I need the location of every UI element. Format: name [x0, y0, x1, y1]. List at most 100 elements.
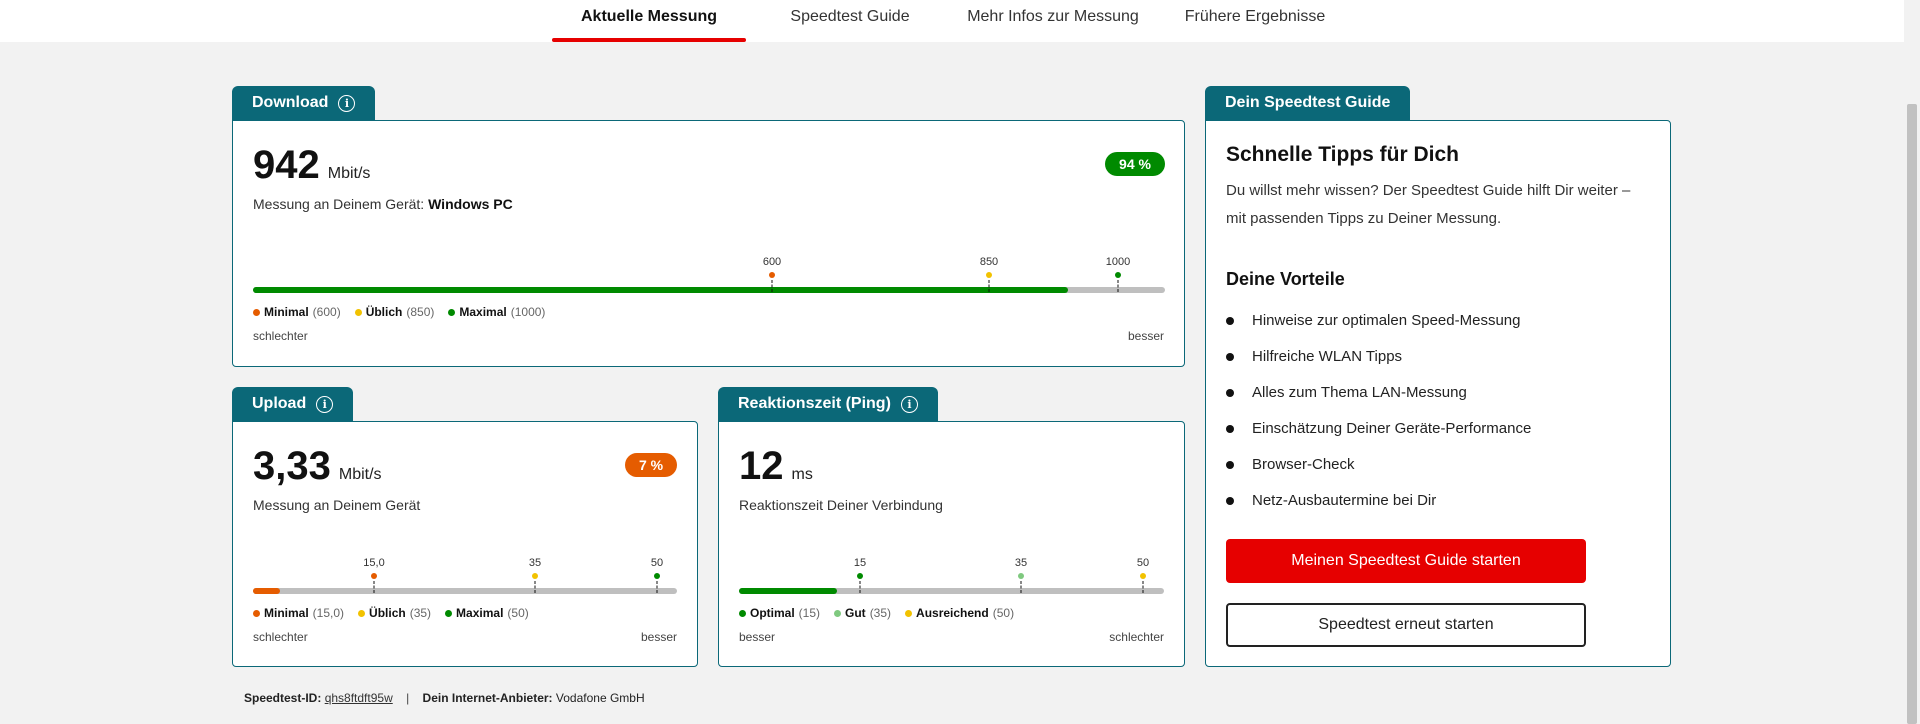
legend-item: Minimal (15,0) [253, 606, 344, 620]
ping-title: Reaktionszeit (Ping) [738, 395, 891, 412]
ping-scale-left: besser [739, 630, 776, 644]
benefit-item: Hinweise zur optimalen Speed-Messung [1226, 312, 1520, 329]
download-tick-marker [988, 280, 990, 292]
download-tick-dot [769, 272, 775, 278]
upload-tick-marker [373, 581, 375, 593]
info-icon[interactable]: i [316, 395, 334, 413]
legend-dot [739, 609, 746, 617]
download-tick-dot [986, 272, 992, 278]
download-tick-marker [1117, 280, 1119, 292]
info-icon[interactable]: i [338, 94, 356, 112]
benefit-item: Hilfreiche WLAN Tipps [1226, 348, 1402, 365]
legend-item: Maximal (1000) [448, 305, 545, 319]
download-tick-marker [771, 280, 773, 292]
provider-value: Vodafone GmbH [555, 691, 645, 705]
bullet-icon [1226, 352, 1234, 361]
download-card-tab: Download i [232, 86, 376, 120]
legend-dot [448, 308, 456, 316]
ping-scale-right: schlechter [1109, 630, 1164, 644]
guide-text-line: Du willst mehr wissen? Der Speedtest Gui… [1226, 182, 1631, 199]
guide-text-line: mit passenden Tipps zu Deiner Messung. [1226, 210, 1502, 227]
download-subtitle-prefix: Messung an Deinem Gerät: [253, 196, 425, 212]
download-percent-badge: 94 % [1105, 152, 1165, 176]
tab-fruehere-ergebnisse[interactable]: Frühere Ergebnisse [1184, 8, 1326, 25]
legend-dot [253, 609, 260, 617]
legend-dot [358, 609, 366, 617]
ping-legend: Optimal (15) Gut (35) Ausreichend (50) [739, 606, 1014, 620]
bullet-icon [1226, 388, 1234, 397]
upload-bar-track [253, 588, 677, 594]
ping-tick-dot [1140, 573, 1146, 579]
info-icon[interactable]: i [900, 395, 918, 413]
ping-tick-marker [859, 581, 861, 593]
upload-bar-fill [253, 588, 280, 594]
download-tick-label: 1000 [1105, 256, 1131, 268]
ping-unit: ms [791, 466, 813, 483]
guide-tab-title: Dein Speedtest Guide [1225, 94, 1391, 111]
download-value: 942 [253, 143, 320, 187]
benefit-item: Netz-Ausbautermine bei Dir [1226, 492, 1436, 509]
bullet-icon [1226, 496, 1234, 505]
footer-separator: | [406, 691, 410, 705]
ping-bar-track [739, 588, 1164, 594]
ping-tick-marker [1020, 581, 1022, 593]
upload-tick-marker [656, 581, 658, 593]
benefit-item: Einschätzung Deiner Geräte-Performance [1226, 420, 1531, 437]
bullet-icon [1226, 424, 1234, 433]
download-subtitle: Messung an Deinem Gerät: Windows PC [253, 196, 513, 212]
scrollbar-thumb[interactable] [1907, 104, 1917, 724]
benefit-item: Alles zum Thema LAN-Messung [1226, 384, 1467, 401]
ping-tick-marker [1142, 581, 1144, 593]
guide-card: Schnelle Tipps für Dich Du willst mehr w… [1205, 120, 1671, 667]
upload-unit: Mbit/s [338, 466, 382, 483]
upload-card-tab: Upload i [232, 387, 354, 421]
active-tab-indicator [552, 38, 746, 42]
upload-tick-label: 35 [528, 557, 542, 569]
download-scale-left: schlechter [253, 329, 308, 343]
upload-value: 3,33 [253, 444, 331, 488]
download-device: Windows PC [428, 196, 513, 212]
upload-legend: Minimal (15,0) Üblich (35) Maximal (50) [253, 606, 529, 620]
start-guide-button[interactable]: Meinen Speedtest Guide starten [1226, 539, 1586, 583]
upload-title: Upload [252, 395, 307, 412]
legend-item: Maximal (50) [445, 606, 529, 620]
legend-item: Ausreichend (50) [905, 606, 1014, 620]
upload-tick-dot [532, 573, 538, 579]
upload-tick-marker [534, 581, 536, 593]
tab-speedtest-guide[interactable]: Speedtest Guide [790, 8, 910, 25]
ping-subtitle: Reaktionszeit Deiner Verbindung [739, 497, 943, 513]
ping-tick-label: 50 [1136, 557, 1150, 569]
speedtest-id-link[interactable]: qhs8ftdft95w [324, 691, 393, 705]
top-navigation: Aktuelle Messung Speedtest Guide Mehr In… [0, 0, 1904, 42]
legend-item: Gut (35) [834, 606, 891, 620]
upload-tick-label: 50 [650, 557, 664, 569]
ping-value: 12 [739, 444, 784, 488]
download-title: Download [252, 94, 329, 111]
tab-mehr-infos[interactable]: Mehr Infos zur Messung [967, 8, 1139, 25]
ping-card: 12 ms Reaktionszeit Deiner Verbindung 15… [718, 421, 1185, 667]
guide-text: Du willst mehr wissen? Der Speedtest Gui… [1226, 177, 1656, 233]
legend-item: Üblich (850) [354, 305, 434, 319]
upload-percent-badge: 7 % [625, 453, 677, 477]
upload-tick-dot [371, 573, 377, 579]
bullet-icon [1226, 316, 1234, 325]
legend-dot [834, 609, 842, 617]
legend-item: Minimal (600) [253, 305, 341, 319]
legend-dot [354, 308, 362, 316]
ping-bar-fill [739, 588, 837, 594]
benefit-item: Browser-Check [1226, 456, 1355, 473]
legend-dot [905, 609, 913, 617]
download-tick-dot [1115, 272, 1121, 278]
footer-info: Speedtest-ID: qhs8ftdft95w | Dein Intern… [244, 691, 645, 705]
speedtest-id-label: Speedtest-ID: [244, 691, 322, 705]
upload-tick-dot [654, 573, 660, 579]
tab-aktuelle-messung[interactable]: Aktuelle Messung [580, 8, 718, 25]
restart-speedtest-button[interactable]: Speedtest erneut starten [1226, 603, 1586, 647]
download-scale-right: besser [1127, 329, 1164, 343]
guide-card-tab: Dein Speedtest Guide [1205, 86, 1411, 120]
ping-tick-dot [857, 573, 863, 579]
ping-tick-dot [1018, 573, 1024, 579]
download-tick-label: 850 [979, 256, 999, 268]
ping-tick-label: 15 [853, 557, 867, 569]
download-card: 942 Mbit/s Messung an Deinem Gerät: Wind… [232, 120, 1185, 367]
